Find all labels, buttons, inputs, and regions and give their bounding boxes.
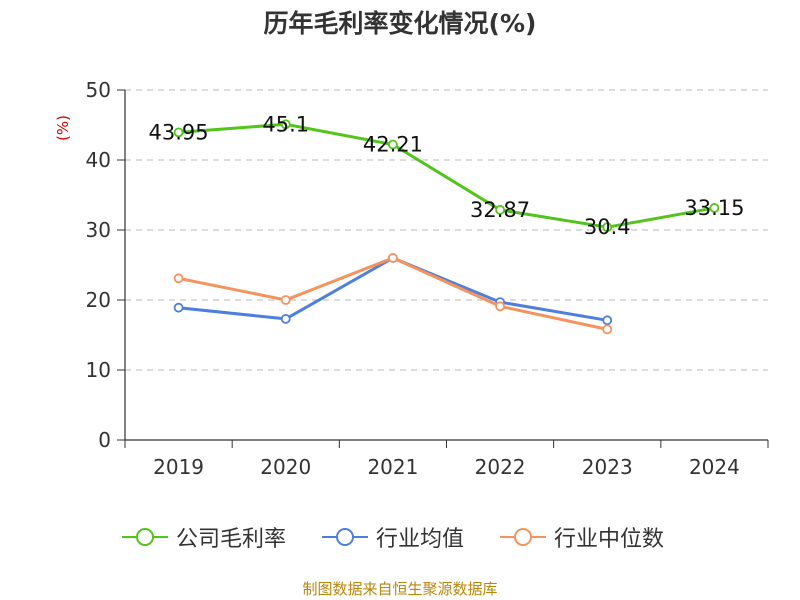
data-point[interactable]: [173, 273, 184, 284]
x-tick-label: 2024: [689, 455, 740, 479]
data-labels: 43.95 45.1 42.21 32.87 30.4 33.15: [149, 112, 745, 239]
series-line: [178, 256, 608, 331]
y-tick-label: 0: [98, 428, 111, 452]
grid-lines: [125, 89, 768, 371]
legend-marker-icon: [322, 528, 368, 546]
y-tick-label: 50: [86, 78, 111, 102]
y-tick-labels: 0 10 20 30 40 50: [86, 78, 111, 452]
legend-marker-icon: [500, 528, 546, 546]
data-label: 30.4: [584, 215, 631, 239]
data-point[interactable]: [602, 324, 613, 335]
x-tick-labels: 2019 2020 2021 2022 2023 2024: [153, 455, 740, 479]
data-point[interactable]: [388, 253, 398, 263]
legend-item-industry-mean[interactable]: 行业均值: [322, 522, 464, 552]
data-point[interactable]: [173, 127, 184, 138]
data-point[interactable]: [280, 313, 291, 324]
data-point[interactable]: [280, 119, 291, 130]
x-tick-label: 2023: [582, 455, 633, 479]
data-point[interactable]: [602, 315, 613, 326]
data-point[interactable]: [709, 203, 720, 213]
data-point[interactable]: [173, 302, 184, 313]
series-line: [178, 256, 608, 322]
x-tick-label: 2022: [475, 455, 526, 479]
data-point[interactable]: [602, 222, 613, 233]
y-tick-label: 40: [86, 148, 111, 172]
x-tick-label: 2020: [260, 455, 311, 479]
data-point[interactable]: [495, 205, 505, 215]
legend-label: 公司毛利率: [176, 527, 287, 552]
data-label: 42.21: [363, 133, 423, 157]
data-point[interactable]: [388, 139, 398, 150]
axes: [117, 89, 769, 448]
y-tick-label: 30: [86, 218, 111, 242]
data-label: 33.15: [684, 196, 744, 220]
y-tick-label: 10: [86, 358, 111, 382]
data-label: 45.1: [262, 112, 309, 136]
y-axis-label: (%): [54, 115, 72, 141]
data-point[interactable]: [280, 295, 291, 305]
y-tick-label: 20: [86, 288, 111, 312]
legend-label: 行业中位数: [554, 527, 665, 552]
series-lines: [173, 119, 720, 335]
data-label: 32.87: [470, 198, 530, 222]
x-tick-label: 2019: [153, 455, 204, 479]
legend-item-industry-median[interactable]: 行业中位数: [500, 522, 664, 552]
legend-label: 行业均值: [376, 527, 465, 552]
legend-item-company[interactable]: 公司毛利率: [122, 522, 286, 552]
chart-title: 历年毛利率变化情况(%): [263, 9, 537, 38]
legend-marker-icon: [122, 528, 168, 546]
data-label: 43.95: [149, 120, 209, 144]
x-tick-label: 2021: [367, 455, 418, 479]
source-note: 制图数据来自恒生聚源数据库: [302, 580, 498, 598]
series-line: [178, 122, 715, 229]
data-point[interactable]: [495, 301, 505, 312]
